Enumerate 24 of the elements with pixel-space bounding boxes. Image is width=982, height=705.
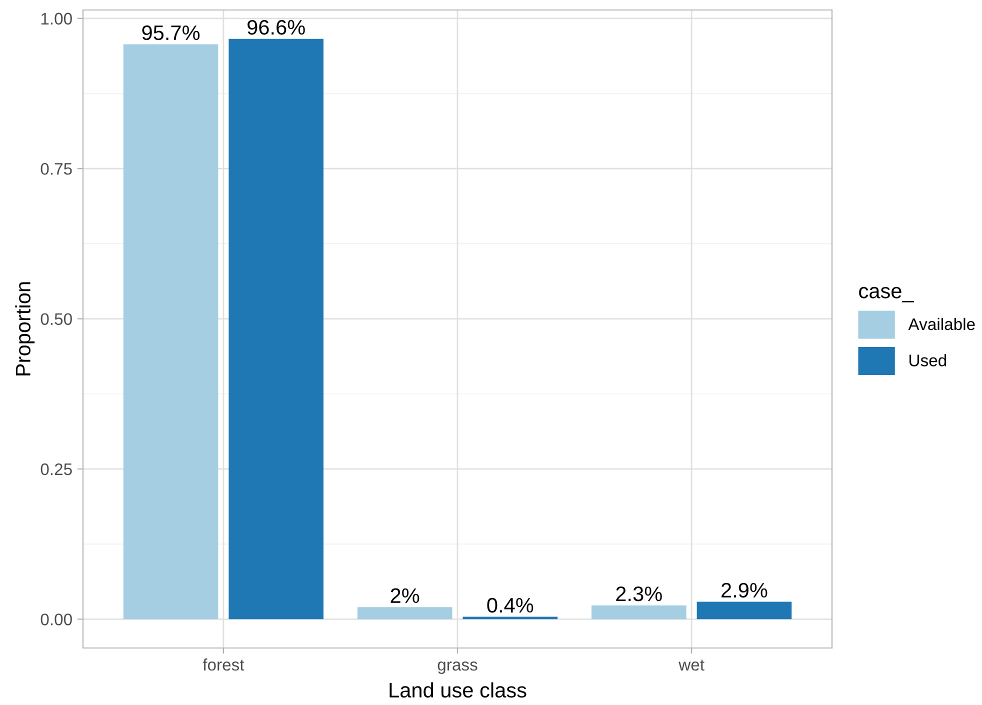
bar [228,38,324,620]
data-label: 2.3% [616,586,662,602]
data-label: 2.9% [722,582,768,598]
y-tick-label: 0.50 [40,313,72,325]
x-tick-label: forest [202,658,244,671]
y-axis-title: Proportion [15,282,35,376]
x-axis-title: Land use class [390,682,526,698]
x-tick-label: wet [678,660,704,671]
data-label: 0.4% [487,598,534,613]
bar [357,607,452,620]
data-label: 95.7% [142,25,200,40]
y-tick-label: 0.00 [40,614,72,626]
y-tick-label: 0.75 [40,163,72,175]
legend-label: Used [910,354,946,366]
bar [696,602,792,620]
data-label: 2% [390,588,420,603]
data-label: 96.6% [248,20,305,35]
x-tick-label: grass [438,662,478,674]
y-tick-label: 1.00 [41,12,72,25]
y-tick-label: 0.25 [40,463,72,476]
legend-title: case_ [859,286,914,302]
bar [123,44,218,620]
bar [592,605,686,620]
legend-label: Available [908,318,975,330]
